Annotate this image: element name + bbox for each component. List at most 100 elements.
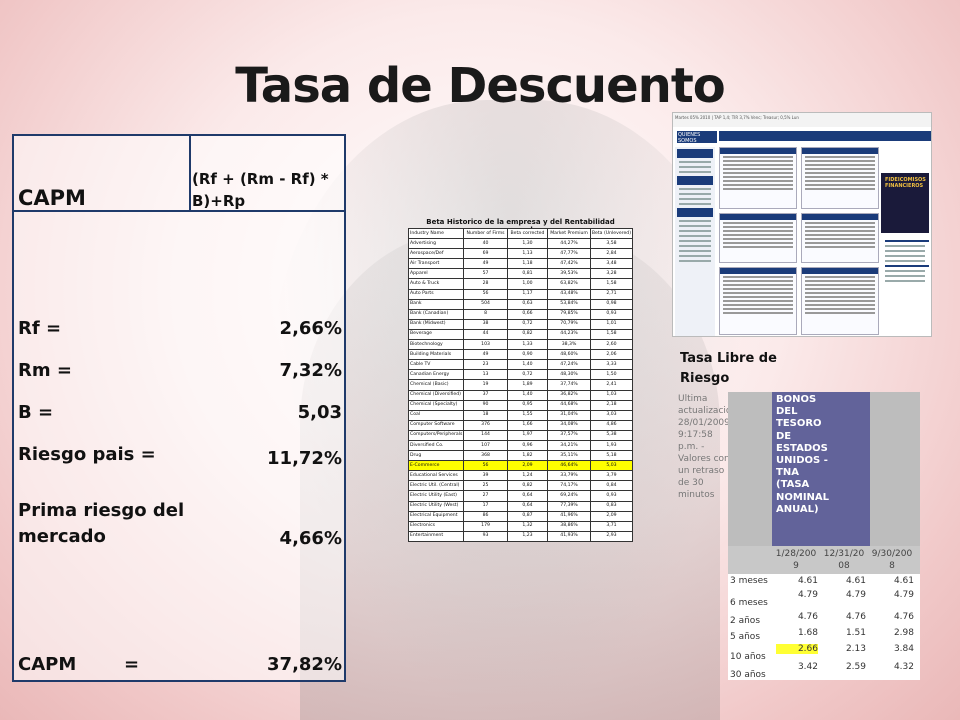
beta-cell-industry: E-Commerce [407,460,465,472]
beta-table-row: Computers/Peripherals 144 1,97 37,57% 5,38 [407,429,634,441]
beta-table-row: Educational Services 39 1,24 33,79% 3,79 [407,470,634,482]
beta-cell-value: 1,33 [506,339,549,351]
bond-rate-value: 4.79 [893,590,914,600]
beta-cell-value: 5,38 [589,429,634,441]
beta-cell-value: Beta (Unlevered) [589,227,634,240]
beta-cell-value: 19 [463,379,508,391]
website-nav-item: INFORMES [829,142,850,147]
beta-cell-industry: Industry Name [407,227,465,240]
beta-cell-value: 2,41 [589,379,634,391]
capm-row: Prima riesgo del mercado 4,66% [14,498,344,558]
bond-rates-header: BONOS DEL TESORO DE ESTADOS UNIDOS - TNA… [728,392,920,546]
beta-cell-value: 0,63 [506,298,549,310]
beta-table-row: Building Materials 49 0,90 48,60% 2,06 [407,349,634,361]
beta-cell-value: 1,18 [506,258,549,270]
beta-table-row: Coal 18 1,55 31,04% 3,03 [407,409,634,421]
beta-cell-value: 47,77% [547,248,591,260]
website-ad-banner: FIDEICOMISOS FINANCIEROS [881,173,929,233]
beta-cell-value: 1,93 [589,439,634,452]
beta-cell-value: 2,09 [589,510,634,522]
risk-free-update-note: Ultima actualización: 28/01/2009 9:17:58… [678,394,741,500]
beta-cell-value: 1,32 [506,520,549,532]
beta-cell-value: 43,48% [547,288,591,300]
beta-cell-value: 18 [463,409,508,421]
beta-cell-industry: Advertising [407,238,465,250]
capm-row-label: Rm = [18,360,72,381]
beta-cell-value: 74,17% [547,480,591,492]
beta-cell-value: 37,74% [547,379,591,391]
beta-cell-industry: Diversified Co. [407,439,465,452]
beta-cell-value: 49 [463,258,508,270]
beta-cell-industry: Bank [407,298,465,310]
capm-row-value: 2,66% [279,318,342,339]
beta-table-row: Entertainment 93 1,23 41,93% 2,93 [407,530,634,542]
beta-table-row: Advertising 40 1,30 44,27% 3,58 [407,238,634,250]
beta-cell-value: 0,64 [506,490,549,502]
website-nav-item: INICIO [725,142,737,147]
beta-cell-value: 49 [463,349,508,361]
capm-row-label: Prima riesgo del mercado [18,500,185,547]
website-screenshot: Martes 05% 2010 | TAP 1,4; TIR 3,7% Venc… [672,112,932,337]
beta-cell-value: 0,98 [589,298,634,310]
beta-cell-value: 1,82 [506,450,549,462]
bond-rate-term: 30 años [730,670,766,680]
beta-table-row: Auto & Truck 28 1,00 63,82% 1,58 [407,278,634,290]
beta-cell-value: 2,93 [589,530,634,542]
bond-rates-label: BONOS DEL TESORO DE ESTADOS UNIDOS - TNA… [776,394,830,515]
beta-cell-value: 70,79% [547,318,591,330]
capm-row-value: 7,32% [279,360,342,381]
beta-table-header-row: Industry Name Number of Firms Beta correct… [407,227,634,240]
beta-cell-value: 1,03 [589,389,634,401]
beta-cell-value: 3,79 [589,470,634,482]
beta-cell-value: 40 [463,238,508,250]
beta-cell-value: 28 [463,278,508,290]
beta-cell-industry: Auto Parts [407,288,465,300]
website-nav-item: NOTICIAS [742,142,761,147]
beta-cell-value: 1,55 [506,409,549,421]
bond-rate-value: 4.76 [893,612,914,622]
beta-cell-value: 3,03 [589,409,634,421]
beta-cell-value: 3,71 [589,520,634,532]
beta-cell-value: 27 [463,490,508,502]
beta-cell-value: 0,81 [506,268,549,280]
beta-cell-value: 3,33 [589,359,634,371]
beta-cell-value: 1,40 [506,359,549,371]
bond-rates-table: BONOS DEL TESORO DE ESTADOS UNIDOS - TNA… [728,392,920,680]
beta-cell-value: 1,89 [506,379,549,391]
capm-row-label: Riesgo pais = [18,444,156,465]
beta-cell-value: 86 [463,510,508,522]
beta-cell-value: 48,30% [547,369,591,381]
beta-table-row: Cable TV 23 1,40 47,24% 3,33 [407,359,634,371]
bond-rate-value: 2.66 [776,644,818,654]
beta-cell-value: 38,86% [547,520,591,532]
bond-rate-value: 4.61 [893,576,914,586]
beta-cell-industry: Auto & Truck [407,278,465,290]
beta-cell-industry: Computer Software [407,419,465,431]
beta-cell-industry: Drug [407,450,465,462]
beta-cell-value: 1,30 [506,238,549,250]
beta-cell-value: 1,50 [589,369,634,381]
capm-result-value: 37,82% [267,654,342,675]
beta-cell-value: 79,85% [547,308,591,320]
beta-cell-value: 0,84 [589,480,634,492]
beta-cell-value: 56 [463,460,508,472]
bond-rate-value: 3.42 [797,662,818,672]
beta-cell-value: 144 [463,429,508,441]
beta-cell-value: 0,87 [506,510,549,522]
bond-rate-term: 2 años [730,616,761,626]
beta-cell-value: 0,96 [506,439,549,452]
beta-cell-value: 39,53% [547,268,591,280]
beta-cell-industry: Air Transport [407,258,465,270]
beta-table-row: Apparel 57 0,81 39,53% 3,28 [407,268,634,280]
beta-cell-industry: Cable TV [407,359,465,371]
beta-cell-value: 56 [463,288,508,300]
beta-cell-value: 2,71 [589,288,634,300]
beta-cell-value: 368 [463,450,508,462]
beta-cell-industry: Electric Util. (Central) [407,480,465,492]
beta-cell-industry: Electric Utility (East) [407,490,465,502]
capm-row: Rm = 7,32% [14,360,344,384]
bond-rate-value: 1.51 [845,628,866,638]
capm-header-label: CAPM [18,186,86,210]
beta-cell-value: 0,66 [506,308,549,320]
bond-rate-value: 2.59 [845,662,866,672]
